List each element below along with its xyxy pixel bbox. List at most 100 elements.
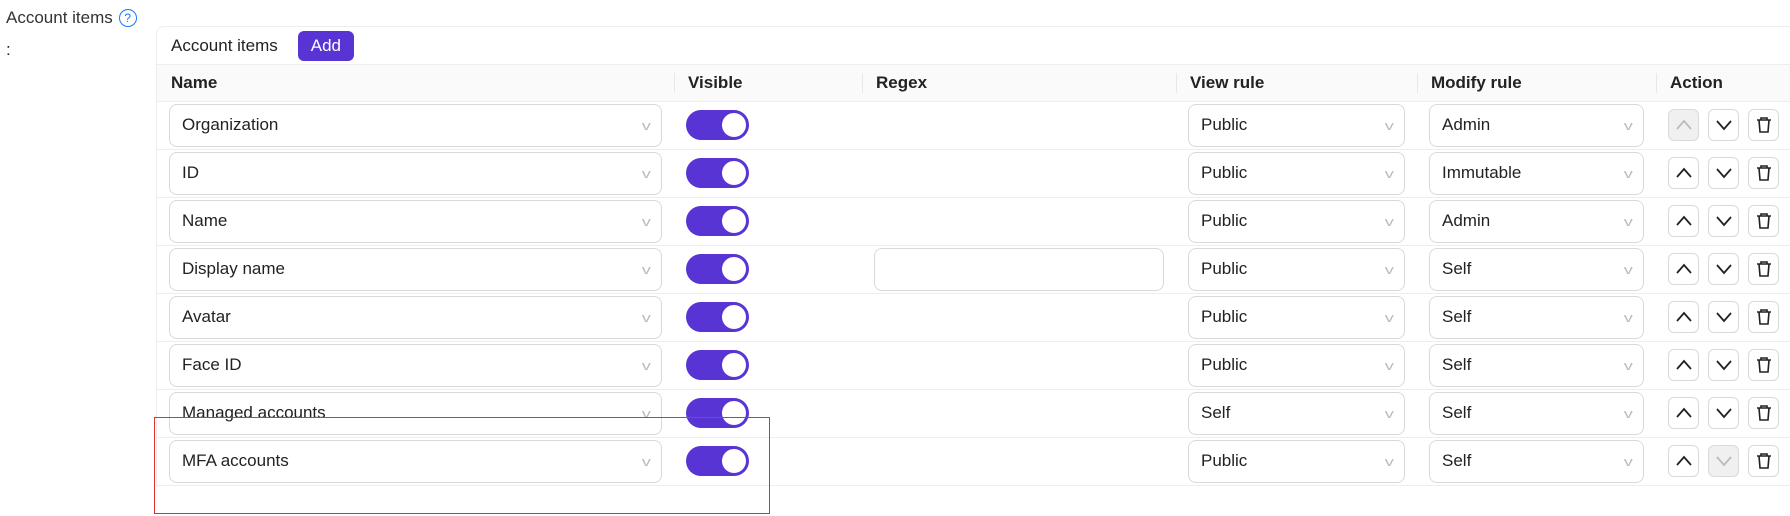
move-up-button[interactable] bbox=[1668, 349, 1699, 381]
delete-button[interactable] bbox=[1748, 397, 1779, 429]
card-title: Account items bbox=[171, 35, 278, 55]
chevron-up-icon bbox=[1675, 215, 1692, 226]
move-up-button[interactable] bbox=[1668, 205, 1699, 237]
visible-toggle[interactable] bbox=[686, 158, 749, 188]
chevron-up-icon bbox=[1675, 263, 1692, 274]
visible-toggle[interactable] bbox=[686, 350, 749, 380]
name-select[interactable]: Organization v bbox=[169, 103, 662, 147]
chevron-down-icon: v bbox=[1384, 213, 1394, 229]
table-row: Name v Public v Admin v bbox=[157, 197, 1790, 246]
move-up-button[interactable] bbox=[1668, 157, 1699, 189]
move-down-button[interactable] bbox=[1708, 445, 1739, 477]
question-circle-icon[interactable]: ? bbox=[118, 9, 137, 27]
view-rule-select[interactable]: Public v bbox=[1188, 103, 1405, 147]
name-select[interactable]: Face ID v bbox=[169, 343, 662, 387]
move-up-button[interactable] bbox=[1668, 301, 1699, 333]
chevron-down-icon bbox=[1715, 408, 1732, 419]
selected-value: Admin bbox=[1442, 115, 1491, 134]
move-down-button[interactable] bbox=[1708, 109, 1739, 141]
name-select[interactable]: ID v bbox=[169, 151, 662, 195]
delete-button[interactable] bbox=[1748, 349, 1779, 381]
chevron-up-icon bbox=[1675, 407, 1692, 418]
move-up-button[interactable] bbox=[1668, 445, 1699, 477]
chevron-down-icon: v bbox=[1384, 453, 1394, 469]
move-down-button[interactable] bbox=[1708, 253, 1739, 285]
move-down-button[interactable] bbox=[1708, 349, 1739, 381]
name-select[interactable]: Avatar v bbox=[169, 295, 662, 339]
chevron-down-icon: v bbox=[641, 213, 651, 229]
visible-toggle[interactable] bbox=[686, 206, 749, 236]
visible-toggle[interactable] bbox=[686, 398, 749, 428]
delete-button[interactable] bbox=[1748, 109, 1779, 141]
chevron-up-icon bbox=[1675, 359, 1692, 370]
chevron-down-icon: v bbox=[1623, 405, 1633, 421]
chevron-down-icon bbox=[1715, 456, 1732, 467]
name-select[interactable]: Name v bbox=[169, 199, 662, 243]
selected-value: Self bbox=[1442, 355, 1472, 374]
chevron-down-icon: v bbox=[1384, 309, 1394, 325]
delete-button[interactable] bbox=[1748, 157, 1779, 189]
trash-icon bbox=[1756, 453, 1771, 469]
regex-input[interactable] bbox=[874, 247, 1164, 291]
chevron-down-icon: v bbox=[1384, 117, 1394, 133]
column-header: Regex bbox=[862, 65, 1176, 102]
chevron-down-icon: v bbox=[641, 357, 651, 373]
add-button[interactable]: Add bbox=[297, 30, 355, 61]
view-rule-select[interactable]: Public v bbox=[1188, 343, 1405, 387]
modify-rule-select[interactable]: Admin v bbox=[1429, 199, 1644, 243]
modify-rule-select[interactable]: Self v bbox=[1429, 391, 1644, 435]
selected-value: Name bbox=[182, 211, 228, 230]
selected-value: Self bbox=[1442, 451, 1472, 470]
move-down-button[interactable] bbox=[1708, 205, 1739, 237]
move-up-button[interactable] bbox=[1668, 109, 1699, 141]
view-rule-select[interactable]: Public v bbox=[1188, 199, 1405, 243]
chevron-down-icon: v bbox=[641, 453, 651, 469]
table-row: MFA accounts v Public v Self v bbox=[157, 437, 1790, 486]
chevron-down-icon: v bbox=[641, 165, 651, 181]
modify-rule-select[interactable]: Immutable v bbox=[1429, 151, 1644, 195]
name-select[interactable]: MFA accounts v bbox=[169, 439, 662, 483]
visible-toggle[interactable] bbox=[686, 110, 749, 140]
selected-value: Public bbox=[1201, 259, 1248, 278]
modify-rule-select[interactable]: Self v bbox=[1429, 343, 1644, 387]
chevron-down-icon bbox=[1715, 312, 1732, 323]
view-rule-select[interactable]: Self v bbox=[1188, 391, 1405, 435]
account-items-card: Account items Add Name Visible Regex View r… bbox=[156, 26, 1790, 486]
delete-button[interactable] bbox=[1748, 253, 1779, 285]
chevron-down-icon bbox=[1715, 360, 1732, 371]
selected-value: Public bbox=[1201, 115, 1248, 134]
chevron-down-icon: v bbox=[1623, 453, 1633, 469]
trash-icon bbox=[1756, 405, 1771, 421]
column-header: View rule bbox=[1176, 65, 1417, 102]
view-rule-select[interactable]: Public v bbox=[1188, 247, 1405, 291]
modify-rule-select[interactable]: Self v bbox=[1429, 295, 1644, 339]
move-down-button[interactable] bbox=[1708, 157, 1739, 189]
chevron-down-icon bbox=[1715, 120, 1732, 131]
delete-button[interactable] bbox=[1748, 205, 1779, 237]
trash-icon bbox=[1756, 261, 1771, 277]
selected-value: Self bbox=[1201, 403, 1231, 422]
selected-value: Self bbox=[1442, 307, 1472, 326]
name-select[interactable]: Display name v bbox=[169, 247, 662, 291]
view-rule-select[interactable]: Public v bbox=[1188, 295, 1405, 339]
delete-button[interactable] bbox=[1748, 301, 1779, 333]
view-rule-select[interactable]: Public v bbox=[1188, 439, 1405, 483]
modify-rule-select[interactable]: Self v bbox=[1429, 247, 1644, 291]
highlight-box bbox=[154, 417, 770, 514]
move-down-button[interactable] bbox=[1708, 397, 1739, 429]
chevron-down-icon: v bbox=[1384, 261, 1394, 277]
chevron-up-icon bbox=[1675, 119, 1692, 130]
column-header: Action bbox=[1656, 65, 1790, 102]
table-row: Avatar v Public v Self v bbox=[157, 293, 1790, 342]
view-rule-select[interactable]: Public v bbox=[1188, 151, 1405, 195]
visible-toggle[interactable] bbox=[686, 446, 749, 476]
modify-rule-select[interactable]: Self v bbox=[1429, 439, 1644, 483]
move-up-button[interactable] bbox=[1668, 253, 1699, 285]
visible-toggle[interactable] bbox=[686, 254, 749, 284]
move-down-button[interactable] bbox=[1708, 301, 1739, 333]
trash-icon bbox=[1756, 309, 1771, 325]
visible-toggle[interactable] bbox=[686, 302, 749, 332]
delete-button[interactable] bbox=[1748, 445, 1779, 477]
move-up-button[interactable] bbox=[1668, 397, 1699, 429]
modify-rule-select[interactable]: Admin v bbox=[1429, 103, 1644, 147]
